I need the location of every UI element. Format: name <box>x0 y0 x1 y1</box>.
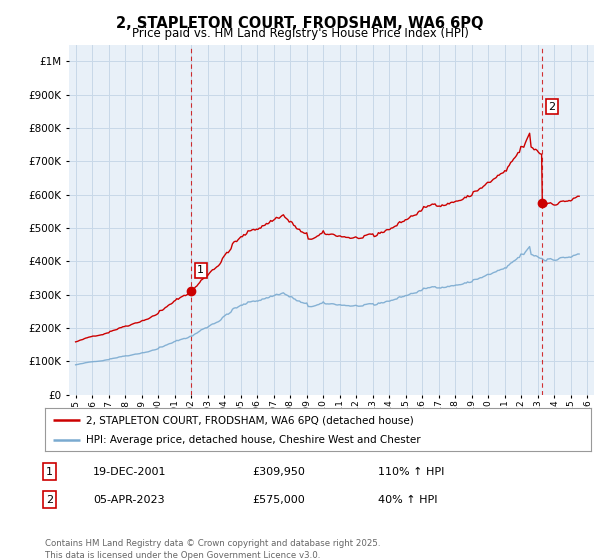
Text: 2, STAPLETON COURT, FRODSHAM, WA6 6PQ: 2, STAPLETON COURT, FRODSHAM, WA6 6PQ <box>116 16 484 31</box>
Text: 19-DEC-2001: 19-DEC-2001 <box>93 466 167 477</box>
Text: 40% ↑ HPI: 40% ↑ HPI <box>378 494 437 505</box>
Text: 2, STAPLETON COURT, FRODSHAM, WA6 6PQ (detached house): 2, STAPLETON COURT, FRODSHAM, WA6 6PQ (d… <box>86 415 414 425</box>
Text: Contains HM Land Registry data © Crown copyright and database right 2025.
This d: Contains HM Land Registry data © Crown c… <box>45 539 380 559</box>
Text: 2: 2 <box>548 102 555 112</box>
Text: HPI: Average price, detached house, Cheshire West and Chester: HPI: Average price, detached house, Ches… <box>86 435 421 445</box>
Text: 2: 2 <box>46 494 53 505</box>
Text: 1: 1 <box>197 265 204 275</box>
Text: 110% ↑ HPI: 110% ↑ HPI <box>378 466 445 477</box>
Text: 05-APR-2023: 05-APR-2023 <box>93 494 164 505</box>
Text: 1: 1 <box>46 466 53 477</box>
Text: Price paid vs. HM Land Registry's House Price Index (HPI): Price paid vs. HM Land Registry's House … <box>131 27 469 40</box>
Text: £575,000: £575,000 <box>252 494 305 505</box>
Text: £309,950: £309,950 <box>252 466 305 477</box>
